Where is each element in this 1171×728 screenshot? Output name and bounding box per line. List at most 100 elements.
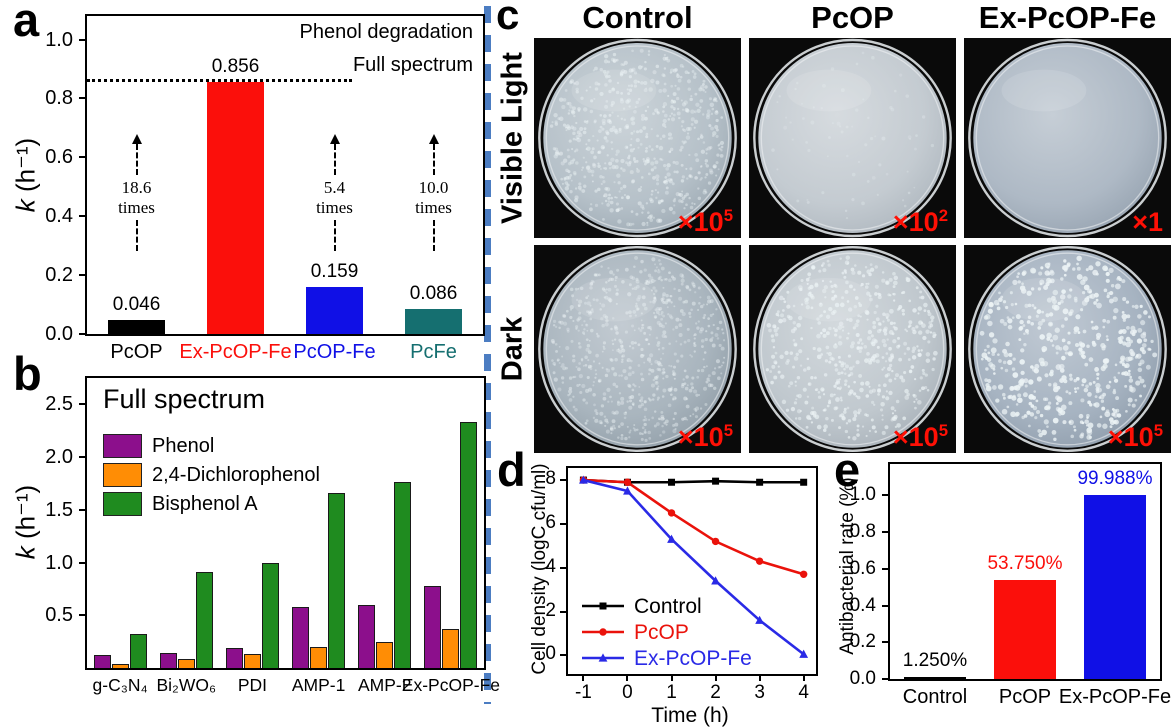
petri-column-headers: Control PcOP Ex-PcOP-Fe [534, 0, 1171, 36]
y-axis-tick-label: 0.4 [849, 594, 876, 616]
y-axis-tick-label: 0.8 [849, 521, 876, 542]
y-axis-tick-label: 1.0 [45, 28, 73, 51]
x-axis-tick-label: 0 [622, 682, 633, 703]
dilution-exponent: 5 [938, 421, 948, 441]
panel-b-y-axis-label: k (h⁻¹) [11, 485, 42, 559]
bar-ex-pcop-fe [207, 81, 264, 334]
y-axis-tick [882, 604, 890, 607]
bacterial-colonies [765, 255, 938, 441]
legend-item-control: Control [580, 595, 752, 618]
annotation-text: 5.4 times [316, 178, 353, 217]
bar-ex-pcop-fe-bisphenol-a [460, 422, 478, 668]
y-axis-tick-label: 1.5 [45, 498, 73, 521]
dilution-label: ×1 [1132, 207, 1163, 238]
panel-divider-dashed-line [484, 6, 491, 704]
bar-ex-pcop-fe-phenol [424, 585, 442, 668]
panel-a-letter: a [13, 0, 40, 46]
bar-value-label: 1.250% [902, 649, 968, 671]
annotation-arrowhead [329, 133, 340, 144]
y-axis-tick-label: 4 [545, 555, 556, 577]
bar-value-label: 0.086 [409, 282, 458, 304]
y-axis-tick-label: 1.0 [849, 484, 876, 506]
x-category-label: AMP-1 [291, 675, 346, 695]
legend-swatch [103, 463, 142, 487]
x-category-label: Bi₂WO₆ [156, 675, 217, 695]
y-axis-tick [79, 38, 87, 41]
legend-marker-line [582, 653, 624, 663]
annotation-text-line: 18.6 [121, 177, 152, 197]
row-label-visible-light-cell: Visible Light [492, 38, 534, 238]
bar-pdi-dichlorophenol [243, 654, 261, 668]
y-axis-tick-label: 1.0 [45, 551, 73, 574]
bar-control [903, 676, 966, 679]
panel-b-legend: Phenol 2,4-Dichlorophenol Bisphenol A [103, 434, 320, 516]
bar-value-label: 53.750% [987, 553, 1063, 575]
y-axis-tick-label: 2.0 [45, 446, 73, 469]
petri-dish-image [753, 38, 952, 238]
legend-label: Control [634, 594, 702, 618]
y-axis-tick-label: 0.0 [849, 668, 876, 689]
petri-dish-image [968, 38, 1167, 238]
annotation-text-line: 5.4 [323, 177, 346, 197]
x-axis-tick-label: 2 [710, 682, 721, 703]
petri-dish-photo-visible-light-control: ×105 [534, 38, 741, 238]
petri-row-labels: Visible Light Dark [492, 38, 534, 453]
bar-value-label: 0.159 [310, 261, 359, 283]
legend-label: 2,4-Dichlorophenol [152, 463, 320, 486]
y-axis-tick-label: 0.6 [45, 146, 73, 169]
legend-label: Phenol [152, 434, 215, 457]
bar-amp-1-bisphenol-a [328, 492, 346, 668]
chart-subtitle-full-spectrum: Full spectrum [352, 54, 473, 76]
petri-dish-image [538, 38, 737, 238]
x-category-label: Ex-PcOP-Fe [401, 675, 501, 695]
y-axis-tick-label: 0.4 [45, 205, 73, 228]
bar-g-c-n--phenol [93, 655, 111, 668]
legend-label: Ex-PcOP-Fe [634, 646, 752, 670]
y-axis-tick [882, 641, 890, 644]
bar-amp-2-bisphenol-a [394, 482, 412, 668]
y-axis-tick-label: 6 [545, 511, 556, 533]
x-category-label: PcOP [998, 686, 1052, 708]
y-axis-tick-label: 0 [545, 643, 556, 665]
panel-d-plot-area: 0 2 4 6 8 -1 0 1 2 3 4 Control PcOP Ex-PcOP-Fe [545, 466, 818, 703]
panel-c: c Control PcOP Ex-PcOP-Fe Visible Light … [492, 0, 1171, 458]
y-axis-tick [79, 215, 87, 218]
annotation-dash-lower [432, 220, 435, 252]
x-category-label: PcFe [410, 341, 457, 363]
legend-item-phenol: Phenol [103, 434, 320, 458]
panel-d: d Cell density (logC cfu/ml) 0 2 4 6 8 -1 0 1 2 3… [492, 446, 836, 727]
dilution-exponent: 5 [723, 206, 733, 226]
panel-a-plot-area: 0.0 0.2 0.4 0.6 0.8 1.0 Phenol degradation Full… [45, 14, 485, 363]
bar-amp-2-dichlorophenol [376, 641, 394, 668]
petri-dish-image [968, 245, 1167, 453]
annotation-arrowhead [428, 133, 439, 144]
bar-g-c-n--bisphenol-a [129, 634, 147, 668]
bar-amp-1-dichlorophenol [310, 646, 328, 668]
dilution-label: ×105 [1108, 422, 1163, 453]
bar-pdi-phenol [225, 647, 243, 668]
annotation-text-line: times [415, 197, 452, 217]
x-axis-tick [626, 674, 629, 681]
petri-dish-image [753, 245, 952, 453]
bar-pcop-fe [306, 287, 363, 334]
y-axis-tick [560, 566, 568, 569]
y-axis-tick [882, 494, 890, 497]
y-axis-tick-label: 0.2 [849, 631, 876, 653]
legend-swatch [103, 434, 142, 458]
bar-pcop [108, 320, 165, 334]
column-header-ex-pcop-fe: Ex-PcOP-Fe [978, 0, 1157, 35]
bar-pcop [994, 580, 1056, 679]
dilution-base: ×10 [892, 422, 939, 453]
legend-item-bisphenol-a: Bisphenol A [103, 492, 320, 516]
bar-g-c-n--dichlorophenol [111, 663, 129, 668]
x-axis-tick-label: -1 [574, 682, 592, 703]
y-axis-tick [560, 610, 568, 613]
annotation-dash-lower [333, 220, 336, 252]
y-axis-tick [79, 614, 87, 617]
bar-bi-wo--phenol [159, 653, 177, 668]
y-axis-tick [79, 508, 87, 511]
legend-swatch [103, 492, 142, 516]
y-axis-tick [560, 654, 568, 657]
dilution-label: ×102 [893, 207, 948, 238]
y-axis-tick-label: 0.2 [45, 264, 73, 287]
